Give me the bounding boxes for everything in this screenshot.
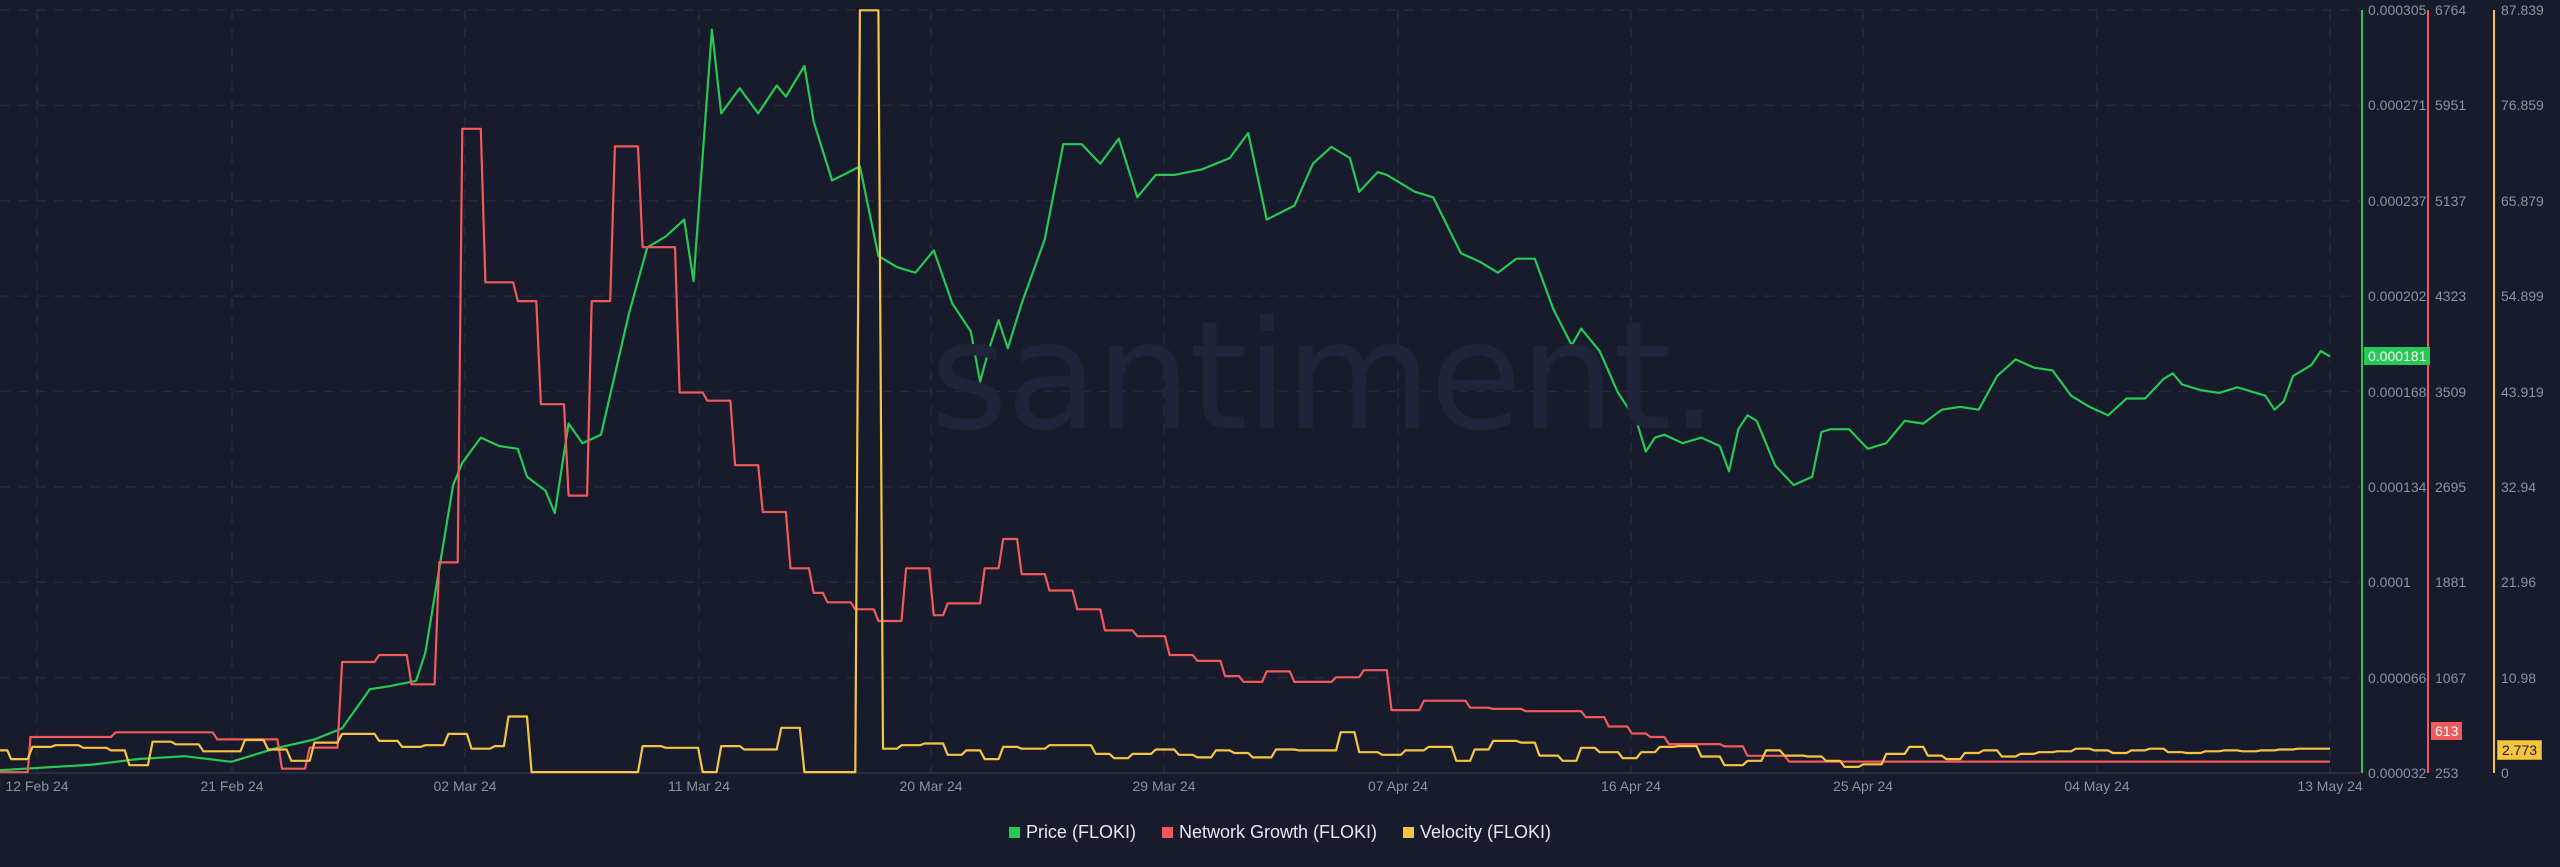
y-tick-label: 1067 xyxy=(2435,669,2467,686)
y-tick-label: 21.96 xyxy=(2501,574,2537,591)
x-tick-label: 20 Mar 24 xyxy=(899,778,963,794)
legend-item-network-growth[interactable]: Network Growth (FLOKI) xyxy=(1161,822,1377,843)
chart-legend: Price (FLOKI) Network Growth (FLOKI) Vel… xyxy=(0,822,2560,843)
y-tick-label: 10.98 xyxy=(2501,669,2537,686)
y-tick-label: 3509 xyxy=(2435,383,2467,400)
y-tick-label: 1881 xyxy=(2435,574,2467,591)
x-tick-label: 16 Apr 24 xyxy=(1601,778,1661,794)
price-swatch-icon xyxy=(1008,827,1020,838)
velocity-swatch-icon xyxy=(1403,827,1414,838)
y-tick-label: 0 xyxy=(2501,765,2509,781)
x-tick-label: 29 Mar 24 xyxy=(1132,778,1196,794)
y-tick-label: 6764 xyxy=(2435,2,2467,18)
x-tick-label: 02 Mar 24 xyxy=(433,778,497,794)
series-lines xyxy=(0,9,2331,774)
legend-item-velocity[interactable]: Velocity (FLOKI) xyxy=(1403,822,1551,843)
x-tick-label: 04 May 24 xyxy=(2064,778,2130,794)
x-tick-label: 11 Mar 24 xyxy=(668,778,730,794)
network-growth-swatch-icon xyxy=(1161,827,1173,838)
y-tick-label: 54.899 xyxy=(2501,288,2544,305)
y-tick-label: 253 xyxy=(2435,765,2459,781)
velocity-last-value-badge: 2.773 xyxy=(2497,740,2543,760)
y-axis-lines xyxy=(2361,10,2495,773)
price-last-value-badge: 0.000181 xyxy=(2364,347,2431,365)
x-tick-label: 12 Feb 24 xyxy=(5,778,69,794)
y-tick-label: 65.879 xyxy=(2501,192,2544,209)
legend-label: Velocity (FLOKI) xyxy=(1420,822,1552,842)
y-tick-label: 0.000202 xyxy=(2368,288,2427,305)
y-tick-label: 0.000134 xyxy=(2368,478,2427,495)
y-tick-label: 0.000168 xyxy=(2368,383,2427,400)
x-tick-label: 21 Feb 24 xyxy=(200,778,264,794)
y-tick-label: 5951 xyxy=(2435,97,2467,114)
y-tick-label: 0.000271 xyxy=(2368,97,2427,114)
y-tick-label: 2695 xyxy=(2435,478,2467,495)
y-tick-label: 76.859 xyxy=(2501,97,2544,114)
x-tick-label: 25 Apr 24 xyxy=(1833,778,1893,794)
x-tick-label: 07 Apr 24 xyxy=(1368,778,1428,794)
y-tick-label: 0.000066 xyxy=(2368,669,2427,686)
y-tick-label: 0.000237 xyxy=(2368,192,2427,209)
x-tick-label: 13 May 24 xyxy=(2297,778,2363,794)
legend-label: Price (FLOKI) xyxy=(1025,822,1136,842)
y-tick-label: 0.0001 xyxy=(2368,574,2411,591)
y-tick-label: 87.839 xyxy=(2501,2,2544,18)
y-tick-label: 4323 xyxy=(2435,288,2467,305)
legend-label: Network Growth (FLOKI) xyxy=(1178,822,1377,842)
network-growth-last-value-badge: 613 xyxy=(2431,722,2463,740)
legend-item-price[interactable]: Price (FLOKI) xyxy=(1008,822,1136,843)
grid-lines xyxy=(0,9,2360,774)
y-tick-label: 32.94 xyxy=(2501,478,2537,495)
y-tick-label: 0.000305 xyxy=(2368,2,2427,18)
y-tick-label: 43.919 xyxy=(2501,383,2544,400)
y-tick-label: 5137 xyxy=(2435,192,2467,209)
y-tick-label: 0.000032 xyxy=(2368,765,2427,781)
